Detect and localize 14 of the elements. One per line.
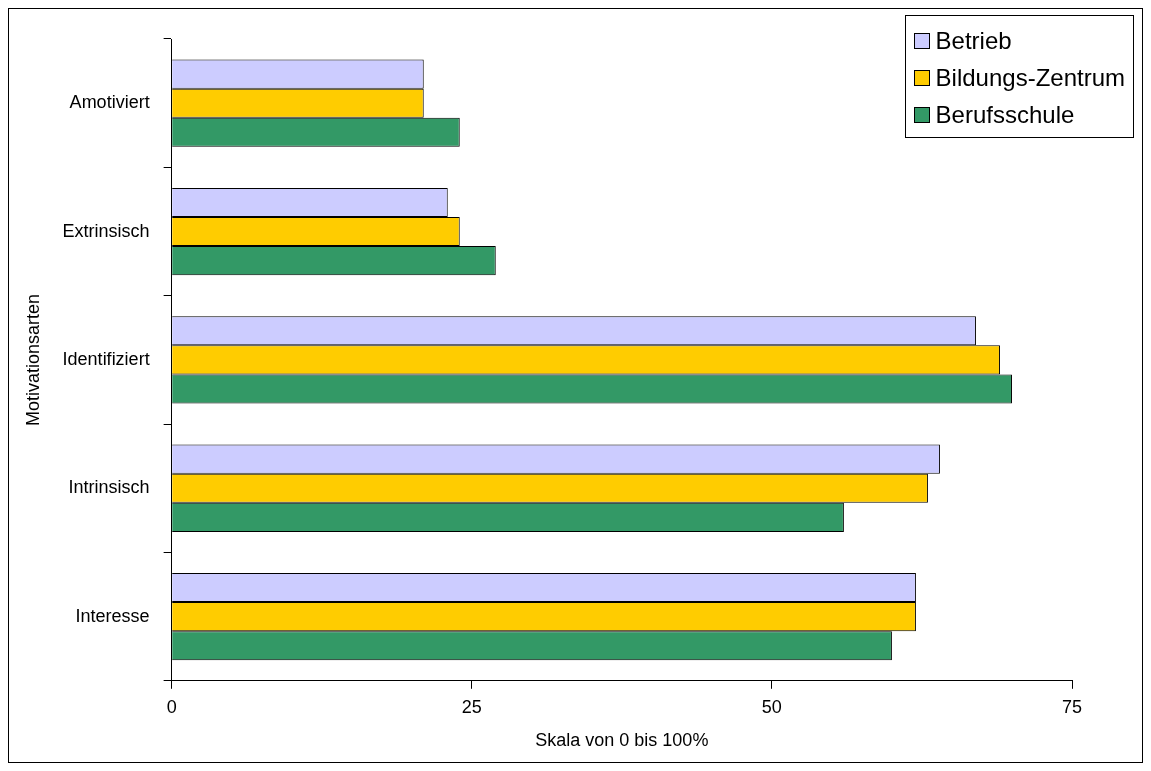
- legend-label: Betrieb: [935, 26, 1012, 56]
- y-tick-label: Extrinsisch: [62, 220, 150, 241]
- x-tick-label: 0: [166, 696, 177, 717]
- y-tick-label: Interesse: [75, 605, 150, 626]
- legend-label: Berufsschule: [935, 100, 1075, 130]
- y-axis-title: Motivationsarten: [22, 293, 43, 426]
- x-axis-title: Skala von 0 bis 100%: [535, 730, 709, 751]
- legend-label: Bildungs-Zentrum: [935, 63, 1125, 93]
- x-tick-label: 25: [461, 696, 482, 717]
- y-tick-label: Intrinsisch: [68, 477, 150, 498]
- x-tick-label: 75: [1061, 696, 1083, 717]
- y-tick-label: Amotiviert: [69, 92, 150, 113]
- x-tick-label: 50: [761, 696, 782, 717]
- y-tick-label: Identifiziert: [62, 348, 150, 369]
